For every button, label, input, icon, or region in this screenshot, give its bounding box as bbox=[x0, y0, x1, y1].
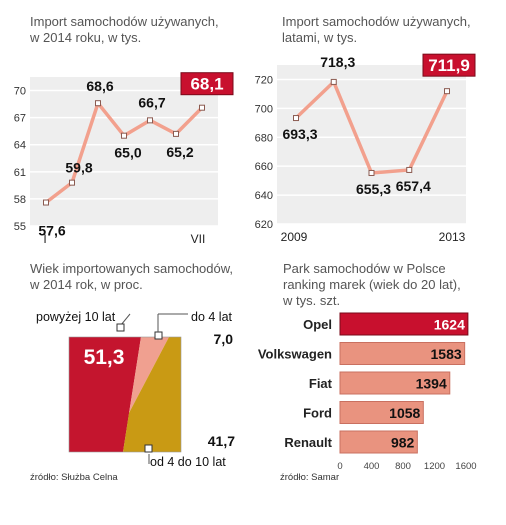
category-label: Ford bbox=[303, 406, 332, 421]
x-tick-label: 0 bbox=[337, 461, 342, 472]
x-tick-label: 800 bbox=[395, 461, 411, 472]
bar bbox=[339, 401, 424, 424]
data-point bbox=[444, 88, 450, 95]
category-label: Renault bbox=[284, 435, 332, 450]
data-label: 65,0 bbox=[114, 145, 141, 161]
data-point bbox=[368, 169, 375, 176]
source-left: źródło: Służba Celna bbox=[30, 472, 118, 483]
y-tick-label: 67 bbox=[14, 113, 26, 125]
y-tick-label: 64 bbox=[14, 140, 26, 152]
data-point bbox=[147, 117, 153, 124]
bar bbox=[339, 312, 469, 336]
x-tick-label: 1200 bbox=[424, 461, 445, 472]
x-tick-label: VII bbox=[191, 232, 206, 245]
y-tick-label: 61 bbox=[14, 167, 26, 179]
bar-value-label: 1583 bbox=[431, 346, 462, 362]
slice-over-10 bbox=[69, 337, 141, 452]
age-chart-title: Wiek importowanych samochodów, w 2014 ro… bbox=[30, 261, 234, 292]
x-tick-label: 400 bbox=[364, 461, 380, 472]
highlight-label-box bbox=[422, 53, 476, 77]
plot-area bbox=[30, 77, 218, 226]
x-tick-label: 2013 bbox=[439, 230, 466, 244]
data-label: 718,3 bbox=[320, 54, 355, 70]
data-label: 68,1 bbox=[190, 75, 223, 94]
graphic-frame bbox=[68, 336, 182, 453]
data-point bbox=[199, 104, 205, 111]
y-tick-label: 620 bbox=[255, 219, 273, 231]
x-tick-label: 2009 bbox=[281, 230, 308, 244]
y-tick-label: 660 bbox=[255, 161, 273, 173]
data-label: 68,6 bbox=[86, 78, 113, 94]
callout-marker bbox=[116, 323, 125, 332]
x-tick-label: 1600 bbox=[455, 461, 476, 472]
callout-marker bbox=[154, 331, 163, 340]
data-label: 66,7 bbox=[138, 94, 165, 110]
brands-chart-title: Park samochodów w Polsce ranking marek (… bbox=[283, 261, 461, 308]
slice-value: 51,3 bbox=[84, 346, 125, 369]
data-label: 711,9 bbox=[428, 56, 470, 75]
y-tick-label: 680 bbox=[255, 132, 273, 144]
data-point bbox=[121, 132, 127, 139]
callout-marker bbox=[144, 444, 153, 453]
category-label: Opel bbox=[303, 317, 332, 332]
data-label: 693,3 bbox=[282, 126, 317, 142]
highlight-label-box bbox=[180, 72, 234, 96]
yearly-import-chart: 720 700 680 660 640 620 2009 2013 693,3 718,3 655,… bbox=[255, 53, 476, 244]
bar-value-label: 1394 bbox=[416, 376, 447, 392]
slice-4-to-10 bbox=[123, 337, 181, 452]
data-point bbox=[173, 130, 179, 137]
bar bbox=[339, 342, 466, 365]
slice-name: od 4 do 10 lat bbox=[150, 455, 226, 469]
slice-name: do 4 lat bbox=[191, 310, 233, 324]
callout-line bbox=[120, 313, 131, 326]
data-label: 57,6 bbox=[38, 223, 65, 239]
bar-value-label: 982 bbox=[391, 435, 415, 451]
data-label: 59,8 bbox=[65, 160, 92, 176]
data-point bbox=[330, 78, 337, 85]
category-label: Fiat bbox=[309, 376, 333, 391]
y-tick-label: 700 bbox=[255, 103, 273, 115]
yearly-chart-title: Import samochodów używanych, latami, w t… bbox=[282, 14, 471, 45]
y-tick-label: 640 bbox=[255, 190, 273, 202]
data-label: 655,3 bbox=[356, 181, 391, 197]
y-tick-label: 58 bbox=[14, 194, 26, 206]
bar bbox=[339, 371, 451, 395]
data-label: 65,2 bbox=[166, 144, 193, 160]
y-tick-label: 720 bbox=[255, 74, 273, 86]
monthly-import-chart: 70 67 64 61 58 55 I VII 57,6 59,8 68,6 65,0 66,7 65,2… bbox=[14, 72, 234, 245]
data-point bbox=[406, 166, 413, 173]
source-right: źródło: Samar bbox=[280, 472, 340, 483]
data-point bbox=[69, 179, 75, 186]
car-age-chart: powyżej 10 lat do 4 lat od 4 do 10 lat 51,3… bbox=[36, 310, 235, 469]
category-label: Volkswagen bbox=[258, 347, 332, 362]
bar bbox=[339, 430, 418, 454]
age-graphic bbox=[68, 336, 182, 453]
bar-value-label: 1624 bbox=[434, 317, 465, 333]
y-tick-label: 55 bbox=[14, 221, 26, 233]
slice-name: powyżej 10 lat bbox=[36, 310, 116, 324]
slice-value: 41,7 bbox=[208, 433, 235, 449]
data-label: 657,4 bbox=[396, 178, 431, 194]
data-point bbox=[43, 199, 49, 206]
data-point bbox=[95, 100, 101, 107]
x-tick-label: I bbox=[43, 232, 46, 245]
plot-area bbox=[277, 65, 466, 224]
monthly-chart-title: Import samochodów używanych, w 2014 roku… bbox=[30, 14, 219, 45]
brand-ranking-chart: Opel 1624 Volkswagen 1583 Fiat 1394 Ford 1058 Re… bbox=[258, 312, 477, 472]
bar-value-label: 1058 bbox=[389, 405, 420, 421]
slice-value: 7,0 bbox=[214, 331, 234, 347]
y-tick-label: 70 bbox=[14, 86, 26, 98]
data-point bbox=[293, 115, 299, 122]
